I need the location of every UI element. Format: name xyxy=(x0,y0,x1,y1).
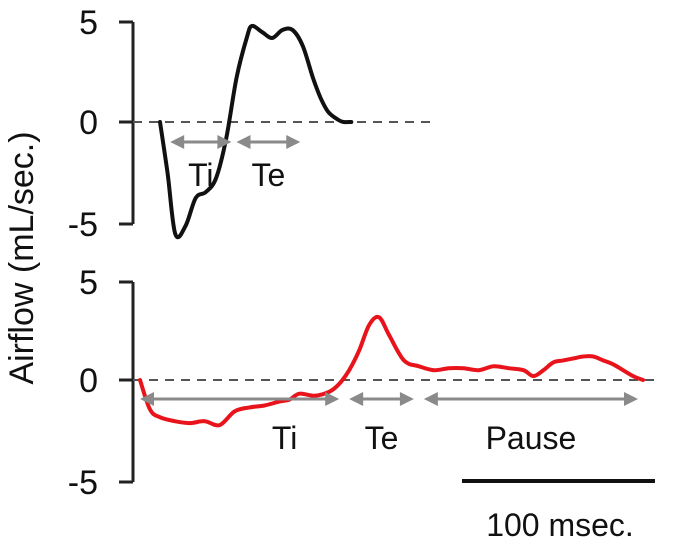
y-tick-label: 5 xyxy=(79,4,98,42)
annotation-pause: Pause xyxy=(423,392,638,456)
arrowhead-left xyxy=(140,392,154,406)
y-tick-label: 0 xyxy=(79,104,98,142)
annotation-te: Te xyxy=(236,135,301,193)
series-line xyxy=(138,314,645,428)
annotation-label: Te xyxy=(365,420,399,456)
annotation-te: Te xyxy=(349,392,414,456)
scale-bar: 100 msec. xyxy=(462,479,655,543)
panel-1: 5 0 -5 Ti Te xyxy=(68,4,430,244)
annotation-label: Ti xyxy=(272,420,297,456)
annotation-label: Te xyxy=(251,157,285,193)
annotation-label: Pause xyxy=(486,420,577,456)
annotation-label: Ti xyxy=(188,157,213,193)
series-line xyxy=(158,23,354,240)
arrowhead-left xyxy=(349,392,364,406)
arrowhead-right xyxy=(399,392,414,406)
y-tick-label: -5 xyxy=(68,206,98,244)
panels: 5 0 -5 Ti Te 5 0 -5 Ti Te Pause xyxy=(68,4,660,502)
arrowhead-right xyxy=(217,135,232,149)
y-tick-label: 5 xyxy=(79,264,98,302)
arrowhead-right xyxy=(624,392,638,406)
y-tick-label: -5 xyxy=(68,464,98,502)
panel-2: 5 0 -5 Ti Te Pause xyxy=(68,264,660,502)
arrowhead-left xyxy=(236,135,251,149)
arrowhead-left xyxy=(423,392,438,406)
arrowhead-right xyxy=(286,135,301,149)
annotation-ti: Ti xyxy=(140,392,340,456)
scale-bar-label: 100 msec. xyxy=(486,507,634,543)
annotation-ti: Ti xyxy=(170,135,232,193)
y-axis-label: Airflow (mL/sec.) xyxy=(3,131,41,384)
y-tick-label: 0 xyxy=(79,362,98,400)
arrowhead-left xyxy=(170,135,185,149)
arrowhead-right xyxy=(325,392,340,406)
